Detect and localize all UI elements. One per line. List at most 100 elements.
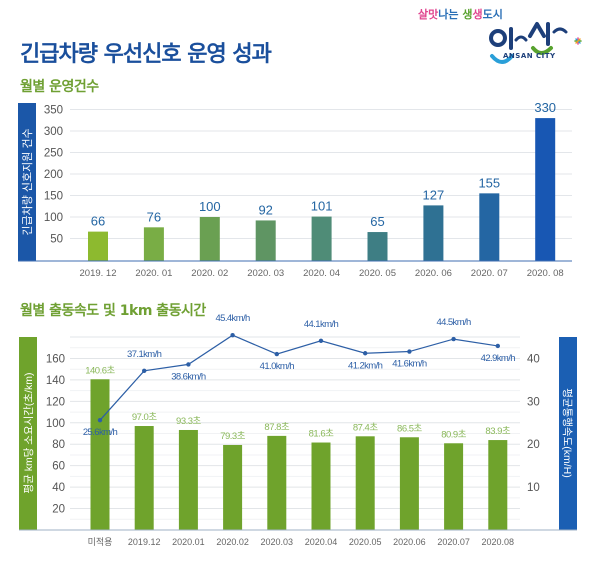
bar bbox=[535, 118, 556, 261]
speed-point bbox=[495, 343, 500, 349]
bar-data-label: 83.9초 bbox=[485, 426, 510, 437]
y-tick-label: 250 bbox=[44, 148, 63, 160]
bar bbox=[267, 435, 287, 530]
bar-data-label: 93.3초 bbox=[176, 416, 201, 427]
bar bbox=[367, 232, 388, 261]
x-tick-label: 2019.12 bbox=[128, 537, 161, 547]
bar-data-label: 79.3초 bbox=[220, 431, 245, 442]
left-y-tick-label: 120 bbox=[46, 396, 65, 408]
left-axis-label-bg bbox=[19, 337, 37, 530]
left-y-tick-label: 80 bbox=[52, 439, 65, 451]
logo-tagline: 살맛나는 생생도시 bbox=[418, 6, 503, 22]
speed-point bbox=[363, 351, 368, 356]
data-label: 92 bbox=[258, 202, 272, 217]
bar-data-label: 97.0초 bbox=[132, 412, 157, 423]
bar bbox=[90, 379, 110, 530]
bar bbox=[444, 443, 464, 530]
line-data-label: 41.6km/h bbox=[392, 359, 427, 370]
x-tick-label: 2020. 04 bbox=[303, 268, 340, 279]
data-label: 330 bbox=[534, 100, 556, 115]
data-label: 65 bbox=[370, 214, 384, 229]
left-y-tick-label: 160 bbox=[46, 353, 65, 365]
speed-point bbox=[274, 351, 279, 357]
speed-point bbox=[230, 333, 235, 338]
speed-point bbox=[407, 349, 412, 354]
bar bbox=[199, 217, 220, 261]
line-data-label: 25.6km/h bbox=[83, 427, 118, 438]
x-tick-label: 미적용 bbox=[88, 536, 113, 547]
bar bbox=[178, 429, 198, 530]
logo-english: ANSAN CITY bbox=[503, 52, 556, 60]
x-tick-label: 2020.08 bbox=[482, 537, 515, 547]
bar bbox=[255, 220, 276, 261]
left-y-tick-label: 40 bbox=[52, 482, 65, 494]
bar-data-label: 87.8초 bbox=[264, 422, 289, 433]
y-tick-label: 350 bbox=[44, 105, 63, 117]
line-data-label: 44.1km/h bbox=[304, 319, 339, 330]
tagline-part: 살맛 bbox=[418, 8, 439, 21]
right-axis-label-bg bbox=[559, 337, 577, 530]
x-tick-label: 2020. 08 bbox=[527, 268, 564, 279]
speed-point bbox=[186, 362, 191, 367]
y-tick-label: 100 bbox=[44, 212, 63, 224]
bar bbox=[88, 231, 108, 261]
bar bbox=[423, 205, 444, 261]
right-y-tick-label: 40 bbox=[527, 353, 540, 365]
ansan-logo: 살맛나는 생생도시 ANSAN CITY bbox=[418, 4, 598, 74]
x-tick-label: 2020. 07 bbox=[471, 268, 508, 279]
y-tick-label: 300 bbox=[44, 126, 63, 138]
bar-data-label: 86.5초 bbox=[397, 423, 422, 434]
right-axis-label: 평균통행속도(km/H) bbox=[561, 388, 573, 477]
speed-line bbox=[99, 334, 498, 421]
bar bbox=[479, 193, 500, 261]
right-y-tick-label: 10 bbox=[527, 482, 540, 494]
left-y-tick-label: 60 bbox=[52, 461, 65, 473]
x-tick-label: 2020. 01 bbox=[135, 268, 172, 279]
right-y-tick-label: 20 bbox=[527, 439, 540, 451]
tagline-part: 나는 bbox=[438, 8, 463, 21]
line-data-label: 42.9km/h bbox=[481, 353, 516, 364]
x-tick-label: 2020.04 bbox=[305, 537, 338, 547]
ansan-city-logo-icon bbox=[489, 22, 582, 64]
x-tick-label: 2020.02 bbox=[216, 537, 249, 547]
x-tick-label: 2020. 03 bbox=[247, 268, 284, 279]
x-tick-label: 2020. 05 bbox=[359, 268, 396, 279]
speed-point bbox=[318, 338, 324, 344]
data-label: 76 bbox=[147, 209, 161, 224]
data-label: 100 bbox=[199, 199, 221, 214]
line-data-label: 45.4km/h bbox=[215, 313, 250, 324]
bar bbox=[311, 216, 332, 261]
bar-data-label: 81.6초 bbox=[309, 429, 334, 440]
data-label: 66 bbox=[91, 214, 105, 229]
tagline-part: 생 bbox=[472, 8, 483, 21]
y-tick-label: 200 bbox=[44, 169, 63, 181]
bar bbox=[399, 437, 419, 530]
page-title: 긴급차량 우선신호 운영 성과 bbox=[20, 42, 272, 67]
right-y-tick-label: 30 bbox=[527, 396, 540, 408]
left-y-tick-label: 100 bbox=[46, 418, 65, 430]
y-tick-label: 50 bbox=[50, 234, 63, 246]
y-axis-label-bg bbox=[18, 103, 36, 261]
left-y-tick-label: 20 bbox=[52, 504, 65, 516]
bar bbox=[143, 227, 164, 261]
chart1-title: 월별 운영건수 bbox=[20, 79, 99, 95]
speed-point bbox=[451, 336, 456, 342]
x-tick-label: 2020.01 bbox=[172, 537, 205, 547]
data-label: 101 bbox=[311, 199, 333, 214]
data-label: 155 bbox=[478, 175, 500, 190]
tagline-part: 도시 bbox=[482, 8, 503, 21]
bar-data-label: 80.9초 bbox=[441, 429, 466, 440]
x-tick-label: 2020.05 bbox=[349, 537, 382, 547]
bar-data-label: 87.4초 bbox=[353, 422, 378, 433]
tagline-part: 생 bbox=[462, 8, 473, 21]
x-tick-label: 2020.06 bbox=[393, 537, 426, 547]
bar bbox=[311, 442, 331, 530]
x-tick-label: 2020.03 bbox=[261, 537, 294, 547]
chart2-title: 월별 출동속도 및 1km 출동시간 bbox=[20, 303, 206, 319]
x-tick-label: 2020. 06 bbox=[415, 268, 452, 279]
bar bbox=[355, 436, 375, 530]
y-tick-label: 150 bbox=[44, 191, 63, 203]
left-y-tick-label: 140 bbox=[46, 375, 65, 387]
x-tick-label: 2020. 02 bbox=[191, 268, 228, 279]
